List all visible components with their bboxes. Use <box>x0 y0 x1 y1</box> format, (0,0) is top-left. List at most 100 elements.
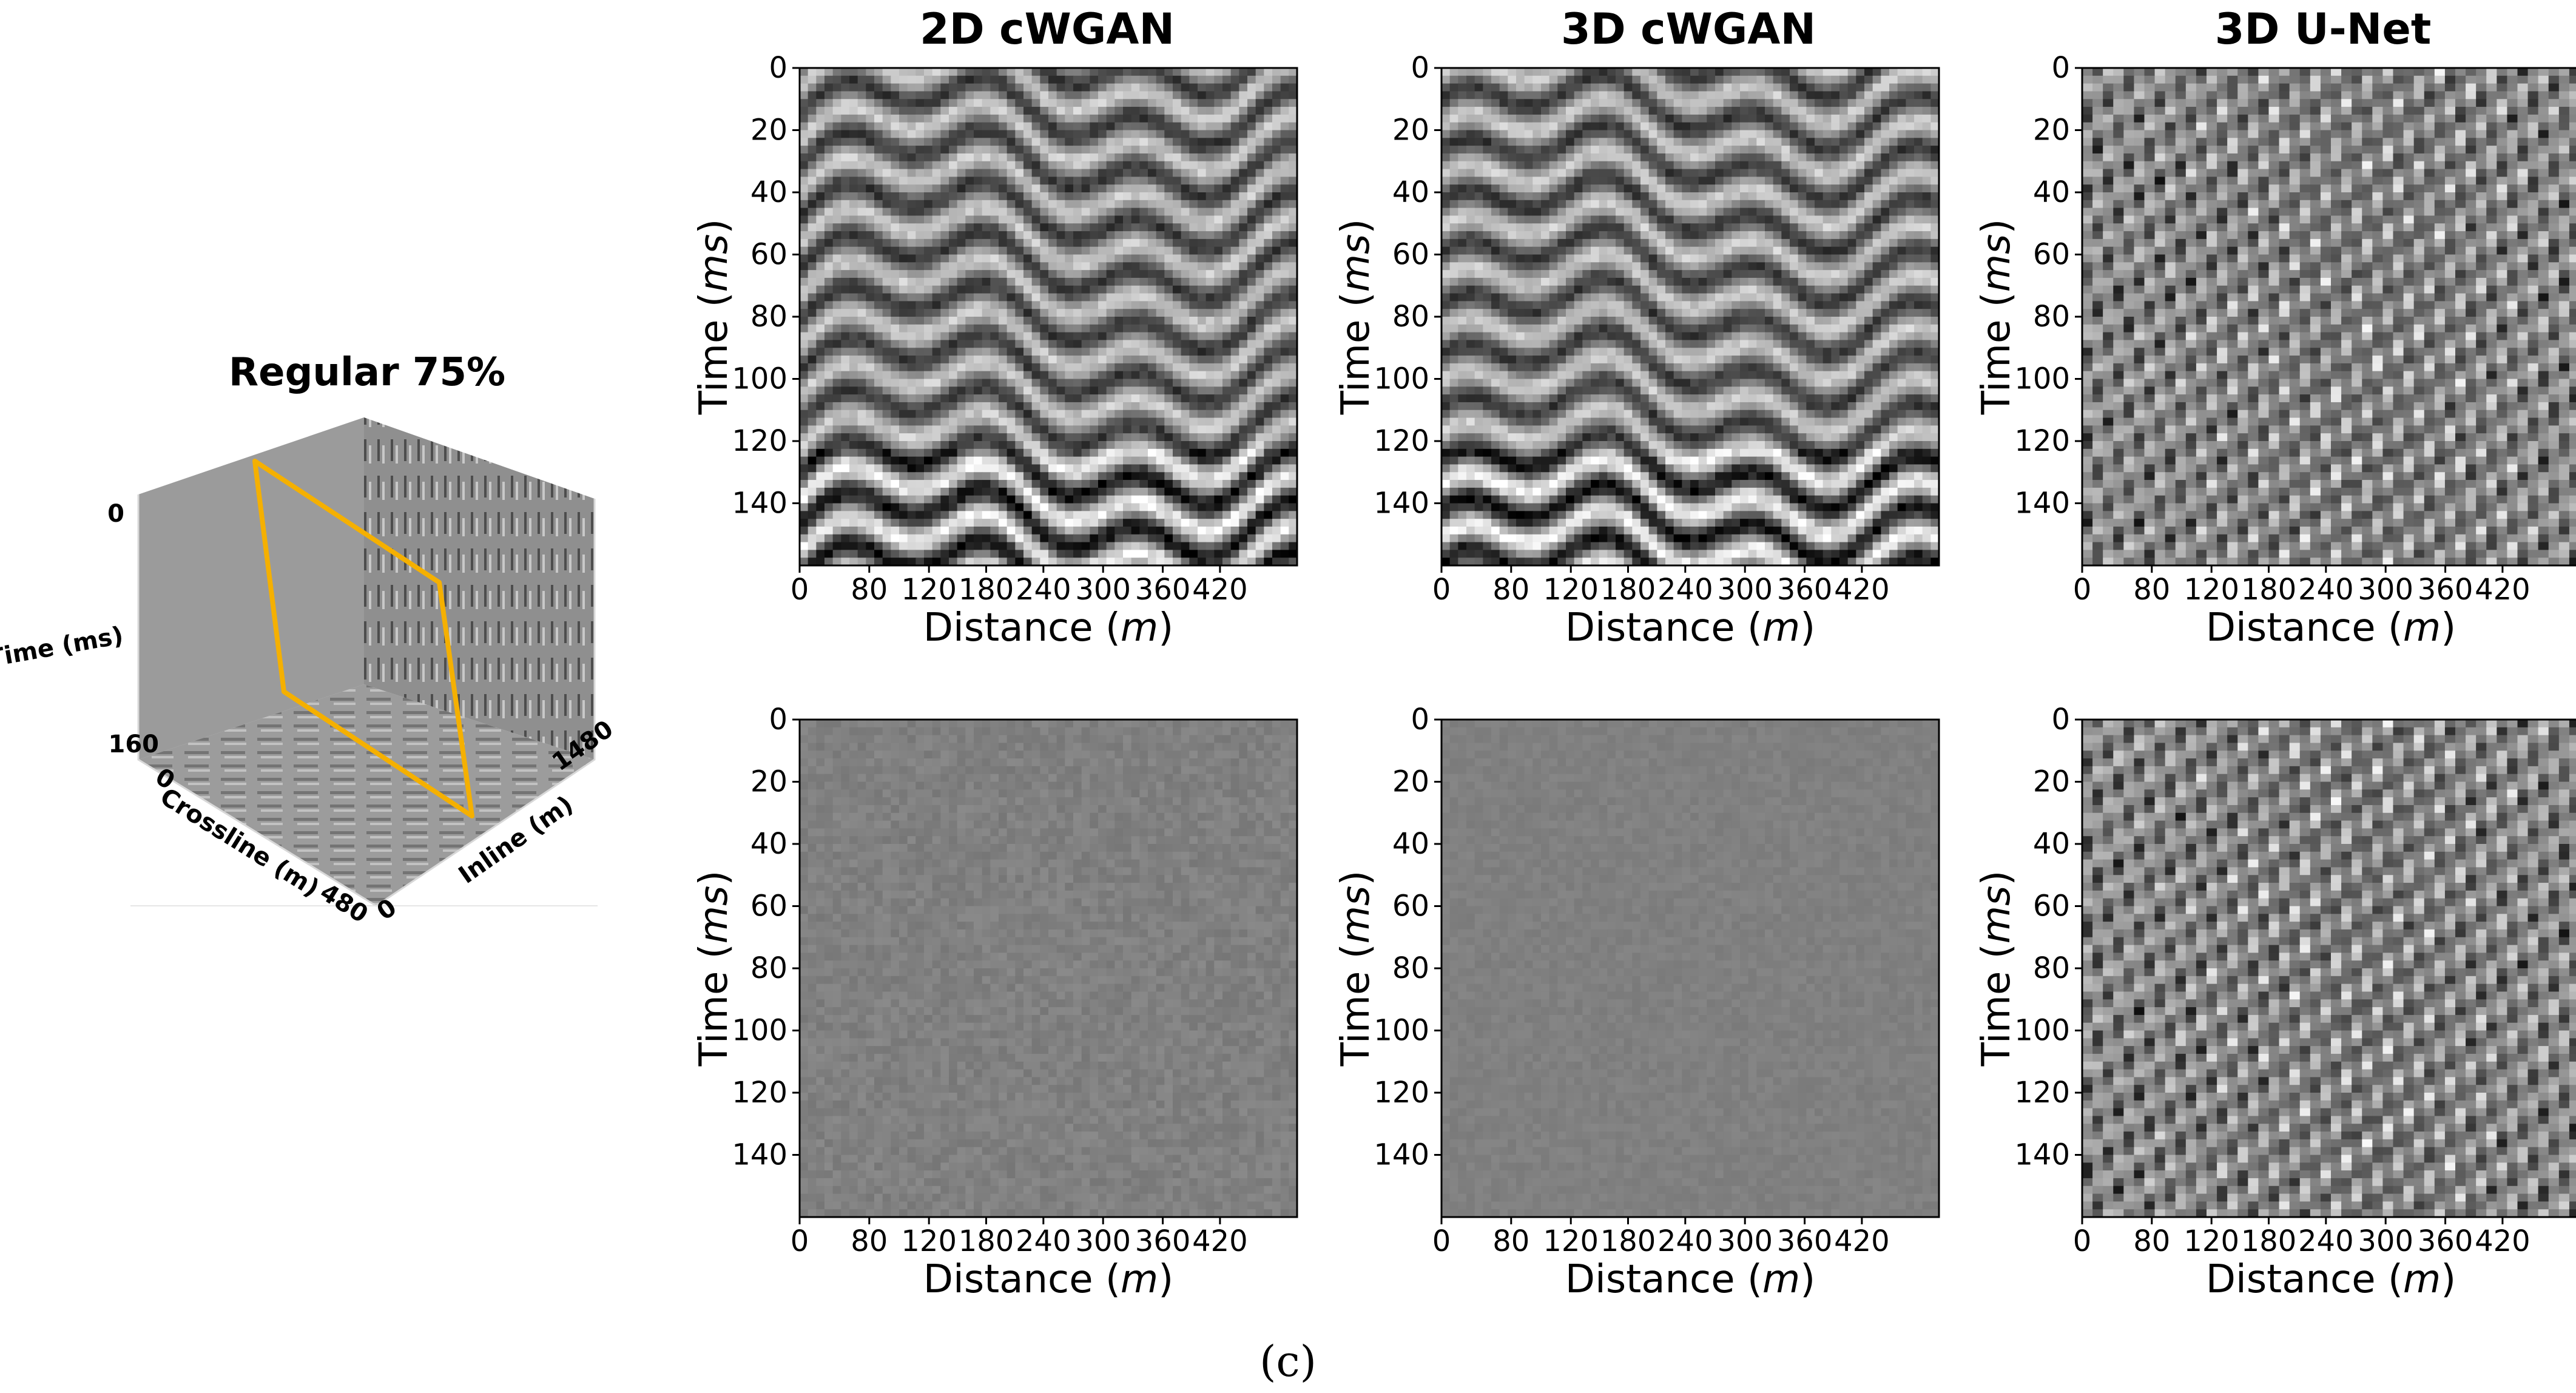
pixel <box>908 255 916 263</box>
pixel <box>849 371 858 379</box>
pixel <box>990 169 999 177</box>
pixel <box>957 76 966 84</box>
pixel <box>1898 107 1906 115</box>
pixel <box>1048 255 1057 263</box>
pixel <box>1123 488 1131 496</box>
pixel <box>1773 115 1782 123</box>
pixel <box>824 107 833 115</box>
pixel <box>1239 542 1247 550</box>
pixel <box>1148 255 1156 263</box>
pixel <box>1148 239 1156 247</box>
pixel <box>957 449 966 457</box>
pixel <box>1831 200 1839 208</box>
pixel <box>1057 504 1065 511</box>
pixel <box>990 379 999 387</box>
pixel <box>816 441 824 449</box>
pixel <box>824 247 833 255</box>
pixel <box>1272 169 1281 177</box>
pixel <box>1040 449 1048 457</box>
pixel <box>1048 138 1057 146</box>
pixel <box>1264 115 1272 123</box>
pixel <box>1649 76 1657 84</box>
pixel <box>1206 371 1215 379</box>
pixel <box>800 356 808 363</box>
pixel <box>1740 99 1748 107</box>
pixel <box>1247 107 1256 115</box>
pixel <box>1007 488 1016 496</box>
pixel <box>858 325 866 332</box>
pixel <box>990 488 999 496</box>
pixel <box>1256 200 1264 208</box>
pixel <box>1156 480 1165 488</box>
pixel <box>982 363 991 371</box>
pixel <box>1090 177 1098 184</box>
pixel <box>974 184 982 192</box>
pixel <box>957 231 966 239</box>
pixel <box>1930 169 1939 177</box>
pixel <box>974 255 982 263</box>
pixel <box>1189 386 1198 394</box>
pixel <box>908 278 916 286</box>
pixel <box>1649 153 1657 161</box>
pixel <box>1256 215 1264 223</box>
pixel <box>1508 68 1516 76</box>
pixel <box>824 379 833 387</box>
pixel <box>1181 418 1190 426</box>
pixel <box>1023 294 1032 302</box>
pixel <box>1889 146 1898 153</box>
pixel <box>949 464 957 472</box>
pixel <box>924 379 932 387</box>
pixel <box>1131 255 1140 263</box>
pixel <box>808 270 817 278</box>
pixel <box>940 511 949 519</box>
pixel <box>1898 153 1906 161</box>
pixel <box>1264 488 1272 496</box>
pixel <box>1164 332 1173 340</box>
pixel <box>808 138 817 146</box>
pixel <box>1491 177 1500 184</box>
pixel <box>1815 146 1823 153</box>
pixel <box>1139 472 1148 480</box>
pixel <box>858 332 866 340</box>
pixel <box>866 294 874 302</box>
pixel <box>1222 317 1231 325</box>
pixel <box>800 255 808 263</box>
pixel <box>1674 91 1682 99</box>
pixel <box>1649 107 1657 115</box>
pixel <box>1500 130 1508 138</box>
pixel <box>1923 68 1931 76</box>
pixel <box>849 123 858 130</box>
pixel <box>1082 550 1090 558</box>
pixel <box>849 223 858 231</box>
pixel <box>1107 317 1115 325</box>
pixel <box>1173 325 1181 332</box>
pixel <box>1098 472 1107 480</box>
pixel <box>1231 115 1239 123</box>
pixel <box>932 91 941 99</box>
pixel <box>1090 286 1098 294</box>
pixel <box>932 511 941 519</box>
pixel <box>1123 138 1131 146</box>
pixel <box>949 262 957 270</box>
pixel <box>1073 161 1082 169</box>
pixel <box>915 231 924 239</box>
pixel <box>1040 200 1048 208</box>
pixel <box>1214 215 1222 223</box>
pixel <box>1222 309 1231 317</box>
pixel <box>1206 91 1215 99</box>
pixel <box>849 146 858 153</box>
pixel <box>957 309 966 317</box>
pixel <box>957 519 966 527</box>
pixel <box>924 107 932 115</box>
pixel <box>808 99 817 107</box>
pixel <box>1173 76 1181 84</box>
pixel <box>1247 91 1256 99</box>
pixel <box>1599 146 1608 153</box>
pixel <box>1173 223 1181 231</box>
pixel <box>1007 301 1016 309</box>
pixel <box>1889 99 1898 107</box>
pixel <box>1491 84 1500 92</box>
pixel <box>1040 472 1048 480</box>
pixel <box>1156 153 1165 161</box>
pixel <box>1156 317 1165 325</box>
